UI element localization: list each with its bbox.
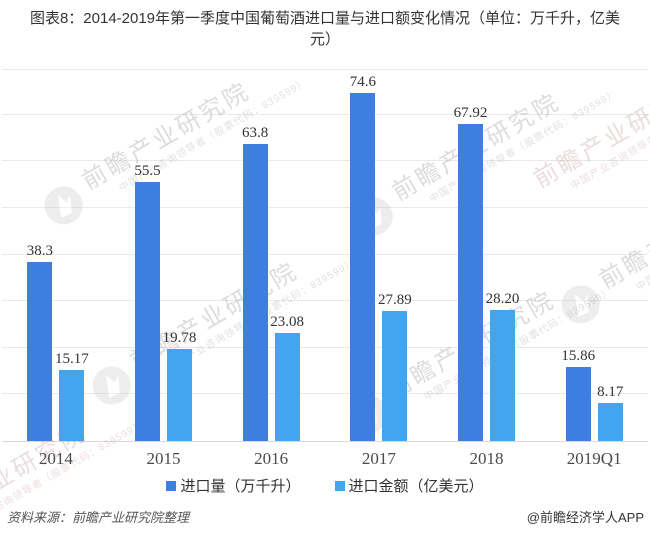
bar-import-value: 15.17 [55, 351, 89, 441]
gridline [2, 113, 648, 115]
bar-value-label: 19.78 [162, 329, 197, 346]
bar-import-volume: 55.5 [134, 163, 161, 441]
gridline [2, 160, 648, 162]
bar-group: 74.6 27.89 [325, 70, 433, 441]
bar-import-value: 19.78 [163, 330, 196, 441]
x-axis-label: 2016 [254, 449, 289, 468]
bar-group: 15.86 8.17 [540, 70, 648, 441]
legend-label-import-volume: 进口量（万千升） [180, 479, 301, 495]
legend-swatch-import-value [334, 480, 345, 491]
bar-import-volume: 67.92 [454, 105, 487, 441]
bar-group: 38.3 15.17 [2, 70, 110, 441]
bar-import-volume: 74.6 [350, 74, 376, 441]
bar-value-label: 55.5 [134, 163, 161, 180]
x-axis-label: 2019Q1 [566, 449, 622, 468]
bar-import-value: 27.89 [378, 292, 412, 441]
bar-group: 63.8 23.08 [217, 70, 325, 441]
bar-import-volume: 15.86 [561, 348, 595, 441]
bar-value-label: 8.17 [597, 383, 624, 400]
x-axis-labels: 2014 2015 2016 2017 2018 2019Q1 [2, 449, 648, 469]
x-axis-label: 2014 [38, 449, 73, 468]
bar-value-label: 15.86 [561, 348, 596, 365]
bar-value-label: 27.89 [377, 292, 412, 308]
bar-value-label: 23.08 [270, 314, 305, 331]
x-axis-label: 2015 [146, 449, 181, 468]
bar-value-label: 67.92 [453, 105, 488, 122]
bar-import-value: 8.17 [597, 384, 623, 441]
gridline [2, 300, 648, 302]
bar-import-value: 28.20 [486, 291, 519, 441]
app-credit: @前瞻经济学人APP [526, 510, 644, 525]
bar-value-label: 28.20 [485, 290, 520, 307]
plot-area: 38.3 15.17 55.5 19.78 63.8 23.08 74.6 27.89 67.9… [2, 69, 648, 442]
legend-item-import-volume: 进口量（万千升） [166, 475, 301, 496]
bar-value-label: 63.8 [242, 124, 269, 141]
bar-value-label: 15.17 [54, 351, 89, 368]
x-axis-label: 2017 [361, 449, 396, 468]
legend-label-import-value: 进口金额（亿美元） [348, 479, 484, 495]
bar-import-volume: 38.3 [27, 243, 53, 441]
gridline [2, 206, 648, 208]
x-axis-label: 2018 [469, 449, 504, 468]
gridline [2, 346, 648, 348]
bar-groups: 38.3 15.17 55.5 19.78 63.8 23.08 74.6 27.89 67.9… [2, 70, 648, 441]
bar-group: 67.92 28.20 [433, 70, 541, 441]
legend-swatch-import-volume [166, 480, 177, 491]
bar-import-value: 23.08 [270, 314, 304, 441]
legend-item-import-value: 进口金额（亿美元） [334, 475, 484, 496]
legend: 进口量（万千升） 进口金额（亿美元） [0, 475, 650, 496]
bar-import-volume: 63.8 [242, 125, 268, 441]
bar-value-label: 38.3 [26, 243, 53, 260]
bar-group: 55.5 19.78 [110, 70, 218, 441]
data-source-note: 资料来源：前瞻产业研究院整理 [7, 510, 190, 525]
bar-value-label: 74.6 [349, 74, 376, 91]
chart-title: 图表8：2014-2019年第一季度中国葡萄酒进口量与进口额变化情况（单位：万千… [29, 10, 621, 48]
gridline [2, 393, 648, 395]
gridline [2, 253, 648, 255]
